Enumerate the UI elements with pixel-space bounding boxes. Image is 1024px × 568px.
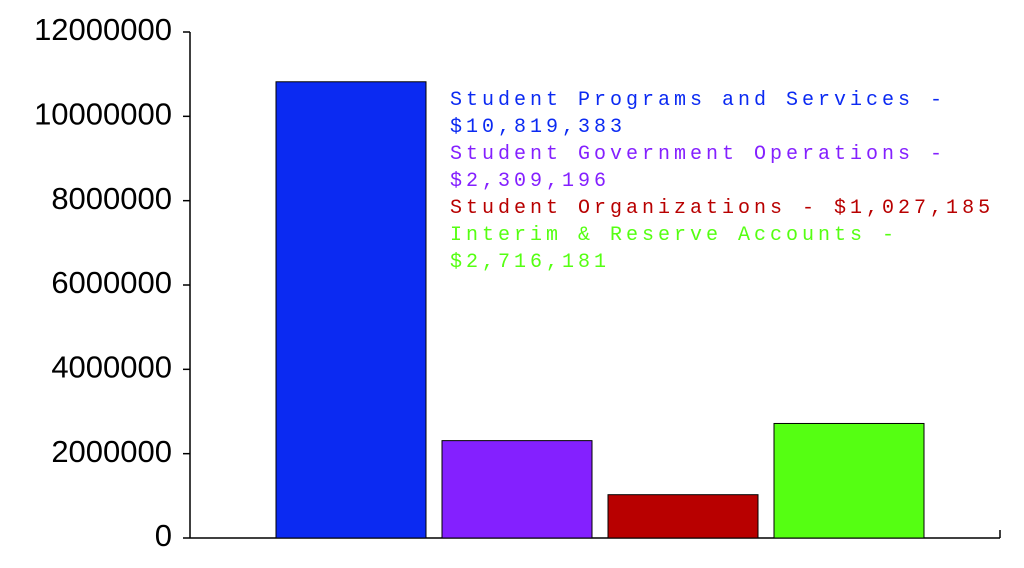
bar xyxy=(773,422,925,539)
bar xyxy=(441,440,593,539)
y-tick-label: 6000000 xyxy=(51,265,172,300)
legend-entry: Interim & Reserve Accounts - $2,716,181 xyxy=(450,224,899,274)
y-tick-label: 8000000 xyxy=(51,181,172,216)
y-tick-label: 4000000 xyxy=(51,350,172,385)
legend: Student Programs and Services - $10,819,… xyxy=(450,87,1010,276)
y-tick-label: 2000000 xyxy=(51,434,172,469)
legend-entry: Student Organizations - $1,027,185 xyxy=(450,197,995,220)
bar xyxy=(607,494,759,539)
legend-entry: Student Government Operations - $2,309,1… xyxy=(450,143,947,193)
bar xyxy=(275,81,427,539)
y-tick-label: 0 xyxy=(155,518,172,553)
y-tick-label: 12000000 xyxy=(34,12,172,47)
y-tick-label: 10000000 xyxy=(34,97,172,132)
legend-entry: Student Programs and Services - $10,819,… xyxy=(450,89,947,139)
